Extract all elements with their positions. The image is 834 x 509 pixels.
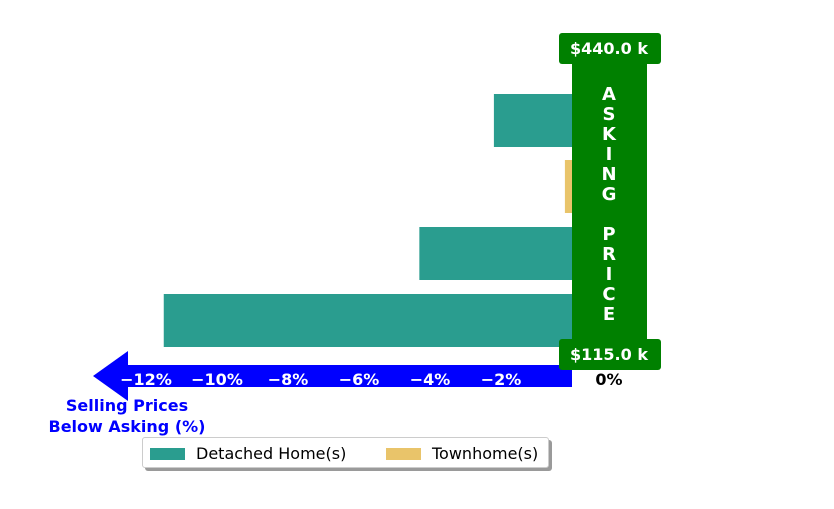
asking-price-letter: I [606,264,613,285]
x-tick-label: −6% [339,370,380,389]
asking-price-letter: A [602,84,616,105]
x-axis-label-line2: Below Asking (%) [49,417,206,436]
x-tick-label: −2% [481,370,522,389]
asking-price-letter: N [601,164,616,185]
legend-label-townhome: Townhome(s) [432,444,539,463]
bar-detached-4 [163,294,572,347]
bottom-price-badge [559,339,661,370]
x-axis-label-line1: Selling Prices [66,396,188,415]
asking-price-letter: P [602,224,615,245]
zero-tick-label: 0% [595,370,622,389]
x-tick-label: −4% [410,370,451,389]
top-price-badge [559,33,661,64]
asking-price-letter: E [603,304,615,325]
bar-detached-3 [419,227,572,280]
bar-townhome-2 [564,160,572,213]
x-tick-labels: −12% −10% −8% −6% −4% −2% [120,370,521,389]
x-tick-label: −10% [191,370,243,389]
legend-item-detached: Detached Home(s) [150,438,346,469]
asking-price-bar [572,60,647,342]
bottom-price-label: $115.0 k [570,345,648,364]
legend: Detached Home(s) Townhome(s) [142,437,549,468]
asking-price-letter: C [602,284,615,305]
asking-price-letter: I [606,144,613,165]
asking-price-letter: R [602,244,616,265]
legend-item-townhome: Townhome(s) [386,438,538,469]
x-axis-arrow [93,351,572,401]
bar-detached-1 [493,94,572,147]
asking-price-letter: K [602,124,617,145]
asking-price-letter: S [603,104,616,125]
x-tick-label: −12% [120,370,172,389]
x-tick-label: −8% [268,370,309,389]
legend-swatch-detached [150,447,185,460]
top-price-label: $440.0 k [570,39,648,58]
legend-label-detached: Detached Home(s) [196,444,347,463]
legend-swatch-townhome [386,447,421,460]
asking-price-letter: G [602,184,617,205]
bars-group [163,94,572,347]
